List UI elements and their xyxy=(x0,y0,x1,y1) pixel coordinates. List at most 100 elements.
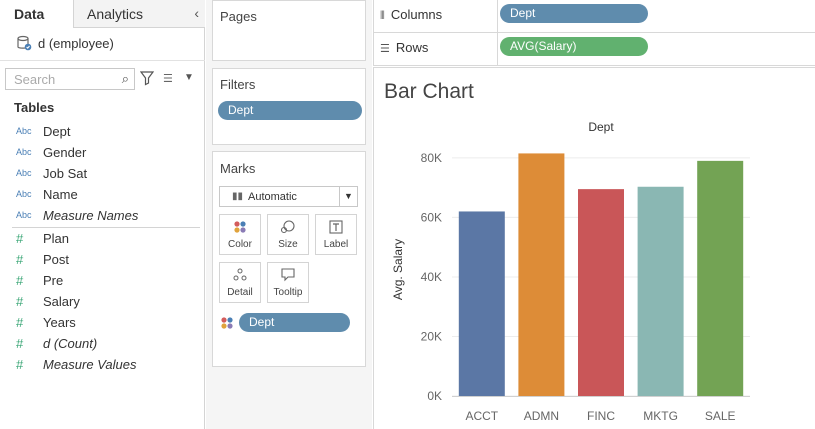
marks-title: Marks xyxy=(220,161,256,176)
field-pre[interactable]: # Pre xyxy=(16,270,63,290)
datasource-name: d (employee) xyxy=(38,35,114,51)
field-count[interactable]: # d (Count) xyxy=(16,333,97,353)
y-tick-label: 80K xyxy=(421,151,442,165)
field-name: Gender xyxy=(43,144,87,160)
rows-pill-avg-salary[interactable]: AVG(Salary) xyxy=(500,37,648,56)
rows-label-text: Rows xyxy=(395,40,429,55)
color-button[interactable]: Color xyxy=(219,214,261,255)
pages-title: Pages xyxy=(220,9,257,24)
chevron-down-icon: ▼ xyxy=(339,187,357,206)
number-type-icon: # xyxy=(16,314,24,330)
tab-analytics-label: Analytics xyxy=(87,6,144,22)
field-years[interactable]: # Years xyxy=(16,312,76,332)
bar-admn xyxy=(518,153,565,396)
bar-finc xyxy=(578,189,624,396)
tables-header: Tables xyxy=(14,100,55,115)
field-name: Plan xyxy=(43,230,70,246)
string-type-icon: Abc xyxy=(16,210,32,220)
bar-mktg xyxy=(637,186,684,396)
search-placeholder: Search xyxy=(14,72,56,87)
color-label: Color xyxy=(228,239,252,250)
field-gender[interactable]: Abc Gender xyxy=(16,142,86,162)
string-type-icon: Abc xyxy=(16,147,32,157)
y-tick-label: 60K xyxy=(421,210,442,224)
field-plan[interactable]: # Plan xyxy=(16,228,69,248)
filters-title: Filters xyxy=(220,77,256,92)
field-measure-names[interactable]: Abc Measure Names xyxy=(16,205,138,225)
field-name: Job Sat xyxy=(43,165,88,181)
tab-data[interactable]: Data xyxy=(0,0,74,28)
field-name: Pre xyxy=(43,272,64,288)
viz-area: Bar Chart Dept 0K 20K 40K 60K 80K Avg. Salary A… xyxy=(373,67,815,429)
columns-label: ⦀ Columns xyxy=(374,0,498,32)
data-pane: Data Analytics ‹ d (employee) Search ⌕ ☰… xyxy=(0,0,205,429)
field-name: Post xyxy=(43,251,70,267)
color-icon xyxy=(220,215,260,239)
database-icon xyxy=(17,35,32,51)
divider xyxy=(12,227,200,228)
bar-chart-icon: ▮▮ xyxy=(232,191,244,202)
pages-shelf[interactable]: Pages xyxy=(212,0,366,61)
size-button[interactable]: Size xyxy=(267,214,309,255)
label-label: Label xyxy=(323,239,349,250)
field-name: Name xyxy=(43,186,78,202)
string-type-icon: Abc xyxy=(16,126,32,136)
bar-chart: Dept 0K 20K 40K 60K 80K Avg. Salary ACCT ADMN FIN… xyxy=(391,120,750,423)
label-button[interactable]: Label xyxy=(315,214,357,255)
detail-button[interactable]: Detail xyxy=(219,262,261,303)
tab-analytics[interactable]: Analytics ‹ xyxy=(74,0,205,28)
number-type-icon: # xyxy=(16,293,24,309)
filter-icon[interactable] xyxy=(140,70,154,86)
field-name: d (Count) xyxy=(43,335,98,351)
size-icon xyxy=(268,215,308,239)
number-type-icon: # xyxy=(16,335,24,351)
number-type-icon: # xyxy=(16,251,24,267)
column-header-dept: Dept xyxy=(588,120,614,134)
tooltip-icon xyxy=(268,263,308,287)
field-name: Dept xyxy=(43,123,71,139)
x-tick-label: SALE xyxy=(705,409,736,423)
chevron-down-icon[interactable]: ▼ xyxy=(184,72,194,83)
field-job-sat[interactable]: Abc Job Sat xyxy=(16,163,87,183)
tooltip-button[interactable]: Tooltip xyxy=(267,262,309,303)
field-measure-values[interactable]: # Measure Values xyxy=(16,354,136,374)
field-name: Years xyxy=(43,314,76,330)
chevron-left-icon[interactable]: ‹ xyxy=(194,5,199,21)
divider xyxy=(0,60,205,61)
search-icon: ⌕ xyxy=(121,71,129,86)
y-tick-label: 20K xyxy=(421,329,442,343)
y-axis-label: Avg. Salary xyxy=(391,239,405,300)
y-tick-label: 40K xyxy=(421,270,442,284)
rows-shelf[interactable]: ☰ Rows AVG(Salary) xyxy=(373,33,815,66)
string-type-icon: Abc xyxy=(16,168,32,178)
mark-type-select[interactable]: ▮▮ Automatic ▼ xyxy=(219,186,358,207)
columns-pill-dept[interactable]: Dept xyxy=(500,4,648,23)
search-input[interactable]: Search ⌕ xyxy=(5,68,135,90)
string-type-icon: Abc xyxy=(16,189,32,199)
detail-icon xyxy=(220,263,260,287)
field-name-dim[interactable]: Abc Name xyxy=(16,184,78,204)
columns-shelf[interactable]: ⦀ Columns Dept xyxy=(373,0,815,33)
datasource[interactable]: d (employee) xyxy=(16,32,114,54)
columns-label-text: Columns xyxy=(390,7,443,22)
marks-pill-dept[interactable]: Dept xyxy=(239,313,350,332)
mark-type-value: Automatic xyxy=(248,190,297,203)
field-dept[interactable]: Abc Dept xyxy=(16,121,70,141)
bar-acct xyxy=(458,211,505,396)
field-salary[interactable]: # Salary xyxy=(16,291,80,311)
field-post[interactable]: # Post xyxy=(16,249,69,269)
number-type-icon: # xyxy=(16,356,24,372)
x-tick-label: FINC xyxy=(587,409,615,423)
text-label-icon xyxy=(316,215,356,239)
detail-label: Detail xyxy=(227,287,253,298)
columns-icon: ⦀ xyxy=(380,10,385,22)
chart-title: Bar Chart xyxy=(384,80,474,103)
field-name: Salary xyxy=(43,293,80,309)
filter-pill-dept[interactable]: Dept xyxy=(218,101,362,120)
list-view-icon[interactable]: ☰ xyxy=(163,73,173,85)
filters-shelf[interactable]: Filters Dept xyxy=(212,68,366,145)
number-type-icon: # xyxy=(16,272,24,288)
color-encoding-icon xyxy=(221,317,233,329)
pane-tabs: Data Analytics ‹ xyxy=(0,0,205,28)
